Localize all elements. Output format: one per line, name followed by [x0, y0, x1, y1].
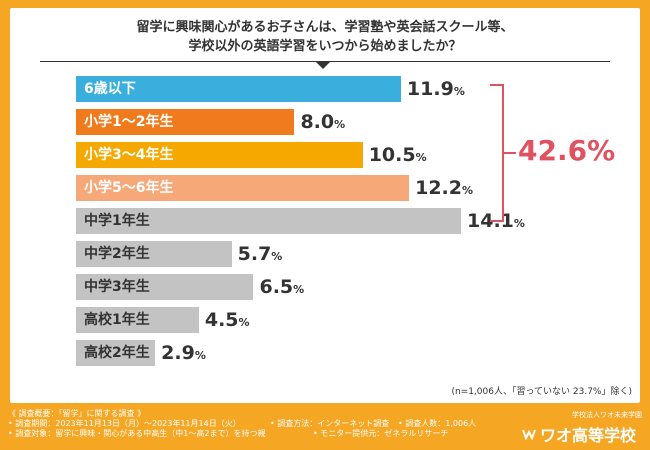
bar-value-unit: % — [271, 250, 283, 263]
question-pointer — [316, 62, 330, 69]
logo-mark-icon — [522, 429, 536, 441]
bar-value-number: 4.5 — [204, 309, 239, 331]
school-logo: 学校法人ワオ未来学園 ワオ高等学校 — [522, 410, 642, 446]
bar-value-unit: % — [194, 349, 206, 362]
group-bracket — [490, 84, 504, 222]
bar-value-unit: % — [513, 217, 525, 230]
bar-value-label: 11.9% — [407, 76, 465, 105]
survey-count: • 調査人数：1,006人 — [398, 419, 477, 428]
bar-value-label: 5.7% — [238, 241, 283, 270]
bar-8: 高校1年生 — [76, 307, 199, 333]
chart-card: 留学に興味関心があるお子さんは、学習塾や英会話スクール等、 学校以外の英語学習を… — [10, 8, 640, 403]
bar-value-unit: % — [415, 151, 427, 164]
group-bracket-tick — [504, 152, 516, 154]
bar-value-unit: % — [334, 118, 346, 131]
question-line-1: 留学に興味関心があるお子さんは、学習塾や英会話スクール等、 — [136, 20, 514, 35]
bar-value-label: 2.9% — [161, 340, 206, 369]
bar-9: 高校2年生 — [76, 340, 156, 366]
bar-value-label: 8.0% — [300, 109, 345, 138]
bar-category-label: 中学1年生 — [84, 213, 150, 229]
survey-target: • 調査対象：留学に興味・関心がある中高生（中1〜高2まで）を持つ親 — [8, 429, 266, 438]
bar-7: 中学3年生 — [76, 274, 254, 300]
bar-category-label: 高校1年生 — [84, 312, 150, 328]
bar-category-label: 中学2年生 — [84, 246, 150, 262]
bar-value-label: 4.5% — [205, 307, 250, 336]
bar-value-unit: % — [293, 283, 305, 296]
bar-value-number: 8.0 — [300, 111, 335, 133]
bar-value-number: 10.5 — [368, 144, 416, 166]
logo-title: ワオ高等学校 — [540, 426, 637, 445]
bar-category-label: 小学1〜2年生 — [84, 114, 174, 130]
bar-value-number: 11.9 — [406, 78, 454, 100]
group-total: 42.6% — [518, 134, 616, 167]
bar-value-unit: % — [238, 316, 250, 329]
bar-value-label: 12.2% — [415, 175, 473, 204]
bar-category-label: 小学5〜6年生 — [84, 180, 174, 196]
bar-6: 中学2年生 — [76, 241, 232, 267]
bar-category-label: 小学3〜4年生 — [84, 147, 174, 163]
bar-value-number: 5.7 — [237, 243, 272, 265]
survey-period: • 調査期間：2023年11月13日（月）〜2023年11月14日（火） — [8, 419, 241, 428]
survey-method: • 調査方法：インターネット調査 — [270, 419, 390, 428]
bar-2: 小学1〜2年生 — [76, 109, 295, 135]
survey-overview: 《 調査概要：「留学」に関する調査 》 — [8, 409, 146, 418]
question-title: 留学に興味関心があるお子さんは、学習塾や英会話スクール等、 学校以外の英語学習を… — [10, 18, 640, 56]
bar-value-number: 2.9 — [161, 342, 195, 364]
bar-category-label: 中学3年生 — [84, 279, 150, 295]
bar-value-unit: % — [453, 85, 465, 98]
bar-value-label: 6.5% — [259, 274, 304, 303]
sample-note: (n=1,006人、「習っていない 23.7%」除く) — [451, 387, 632, 397]
question-line-2: 学校以外の英語学習をいつから始めましたか？ — [188, 39, 462, 54]
bar-category-label: 6歳以下 — [84, 81, 136, 97]
bar-4: 小学5〜6年生 — [76, 175, 410, 201]
bar-value-number: 12.2 — [415, 177, 462, 199]
logo-subtitle: 学校法人ワオ未来学園 — [572, 411, 642, 419]
survey-footer: 《 調査概要：「留学」に関する調査 》 • 調査期間：2023年11月13日（月… — [8, 409, 476, 439]
bar-value-label: 10.5% — [369, 142, 427, 171]
bar-value-number: 6.5 — [259, 276, 294, 298]
question-underline — [40, 61, 610, 62]
bar-value-unit: % — [462, 184, 474, 197]
survey-provider: • モニター提供元：ゼネラルリサーチ — [313, 429, 449, 438]
bar-5: 中学1年生 — [76, 208, 461, 234]
bar-3: 小学3〜4年生 — [76, 142, 363, 168]
bar-1: 6歳以下 — [76, 76, 401, 102]
bar-category-label: 高校2年生 — [84, 345, 150, 361]
